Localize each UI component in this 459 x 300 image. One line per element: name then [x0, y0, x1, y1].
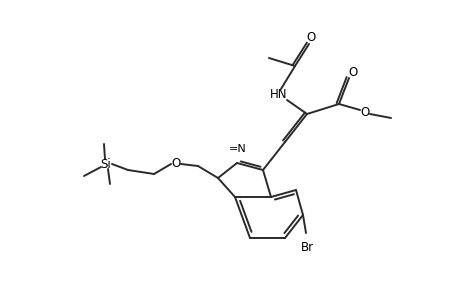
Text: HN: HN [270, 88, 287, 100]
Text: Si: Si [101, 158, 111, 170]
Text: O: O [347, 65, 357, 79]
Text: O: O [306, 31, 315, 44]
Text: O: O [171, 157, 180, 169]
Text: O: O [359, 106, 369, 118]
Text: =N: =N [229, 144, 246, 154]
Text: Br: Br [300, 241, 313, 254]
